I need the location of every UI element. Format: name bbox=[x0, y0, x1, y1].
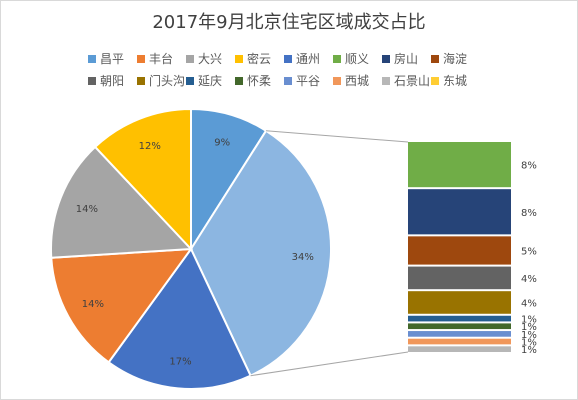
legend-swatch bbox=[88, 76, 96, 85]
legend-swatch bbox=[235, 54, 243, 63]
chart-title: 2017年9月北京住宅区域成交占比 bbox=[152, 12, 426, 33]
bar-segment bbox=[408, 266, 511, 290]
legend-item: 房山 bbox=[382, 50, 431, 67]
legend-label: 怀柔 bbox=[247, 74, 272, 88]
legend-item: 顺义 bbox=[333, 50, 382, 67]
pie-slice bbox=[93, 107, 192, 252]
legend-swatch bbox=[333, 76, 341, 85]
pie-slice-label: 14% bbox=[82, 299, 104, 310]
pie-slice bbox=[190, 107, 268, 253]
bar-segment-label: 1% bbox=[521, 338, 537, 349]
legend-item: 怀柔 bbox=[235, 72, 284, 89]
legend-item: 延庆 bbox=[186, 72, 235, 89]
bar-segment-label: 1% bbox=[521, 315, 537, 326]
legend-swatch bbox=[382, 54, 390, 63]
legend-label: 海淀 bbox=[443, 52, 468, 66]
bar-segment-label: 5% bbox=[521, 247, 537, 258]
connector-line-top bbox=[265, 130, 409, 143]
legend-swatch bbox=[235, 76, 243, 85]
bar-segment bbox=[408, 338, 511, 345]
pie-slice-label: 14% bbox=[76, 204, 98, 215]
bar-segment bbox=[408, 236, 511, 265]
legend-swatch bbox=[382, 76, 390, 85]
legend-label: 平谷 bbox=[296, 74, 321, 88]
legend-label: 西城 bbox=[345, 74, 370, 88]
legend-item: 西城 bbox=[333, 72, 382, 89]
pie-slice-label: 34% bbox=[292, 252, 314, 263]
legend-swatch bbox=[431, 54, 439, 63]
legend-label: 大兴 bbox=[198, 52, 223, 66]
legend-row: 朝阳 门头沟 延庆 怀柔 平谷 西城 石景山 东城 bbox=[88, 72, 488, 94]
bar-segment bbox=[408, 291, 511, 314]
pie-slice bbox=[107, 247, 252, 390]
legend-item: 大兴 bbox=[186, 50, 235, 67]
legend-item: 朝阳 bbox=[88, 72, 137, 89]
pie-slice bbox=[50, 247, 194, 364]
legend-label: 通州 bbox=[296, 52, 321, 66]
legend-swatch bbox=[137, 76, 145, 85]
legend-swatch bbox=[284, 54, 292, 63]
legend-item: 海淀 bbox=[431, 50, 480, 67]
legend-swatch bbox=[137, 54, 145, 63]
legend-label: 昌平 bbox=[100, 52, 125, 66]
bar-segment bbox=[408, 189, 511, 235]
bar-segment bbox=[408, 142, 511, 188]
bar-segment bbox=[408, 323, 511, 330]
legend-swatch bbox=[186, 54, 194, 63]
legend-item: 东城 bbox=[431, 72, 480, 89]
bar-segment-label: 8% bbox=[521, 161, 537, 172]
bar-segment bbox=[408, 331, 511, 337]
pie-slice bbox=[189, 129, 332, 378]
pie-slice-label: 12% bbox=[139, 141, 161, 152]
legend-row: 昌平 丰台 大兴 密云 通州 顺义 房山 海淀 bbox=[88, 50, 488, 72]
legend-label: 丰台 bbox=[149, 52, 174, 66]
pie-slice-label: 9% bbox=[214, 137, 230, 148]
legend-item: 密云 bbox=[235, 50, 284, 67]
legend-swatch bbox=[186, 76, 194, 85]
bar-segment-label: 8% bbox=[521, 208, 537, 219]
legend-swatch bbox=[333, 54, 341, 63]
bar-segment-label: 4% bbox=[521, 299, 537, 310]
legend-label: 石景山 bbox=[394, 74, 431, 88]
legend-label: 顺义 bbox=[345, 52, 370, 66]
legend-label: 延庆 bbox=[198, 74, 223, 88]
pie-slice-label: 17% bbox=[169, 357, 191, 368]
bar-segment-label: 1% bbox=[521, 330, 537, 341]
bar-segment bbox=[408, 315, 511, 322]
bar-segment-label: 4% bbox=[521, 274, 537, 285]
legend: 昌平 丰台 大兴 密云 通州 顺义 房山 海淀朝阳 门头沟 延庆 怀柔 平谷 西城 石景山 东城 bbox=[88, 50, 488, 94]
legend-item: 石景山 bbox=[382, 72, 431, 89]
legend-label: 门头沟 bbox=[149, 74, 186, 88]
legend-label: 房山 bbox=[394, 52, 419, 66]
connector-line-bottom bbox=[250, 351, 409, 377]
bar-segment-label: 1% bbox=[521, 345, 537, 356]
legend-label: 东城 bbox=[443, 74, 468, 88]
legend-swatch bbox=[431, 76, 439, 85]
legend-item: 通州 bbox=[284, 50, 333, 67]
bar-segment bbox=[408, 346, 511, 352]
legend-label: 密云 bbox=[247, 52, 272, 66]
legend-item: 丰台 bbox=[137, 50, 186, 67]
legend-label: 朝阳 bbox=[100, 74, 125, 88]
pie-slice bbox=[50, 145, 194, 259]
legend-swatch bbox=[284, 76, 292, 85]
legend-swatch bbox=[88, 54, 96, 63]
legend-item: 平谷 bbox=[284, 72, 333, 89]
legend-item: 昌平 bbox=[88, 50, 137, 67]
bar-segment-label: 1% bbox=[521, 322, 537, 333]
legend-item: 门头沟 bbox=[137, 72, 186, 89]
